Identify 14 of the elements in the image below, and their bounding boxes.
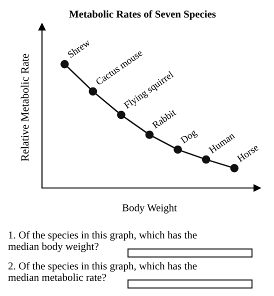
point	[202, 155, 210, 164]
point	[230, 164, 239, 172]
y-axis-title: Relative Metabolic Rate	[20, 54, 29, 162]
point	[117, 110, 126, 120]
point	[88, 87, 98, 96]
text: 2. Of the species in this graph, which has the median metabolic rate?	[8, 262, 197, 282]
point	[60, 60, 69, 68]
x-axis-title: Body Weight	[122, 204, 177, 214]
chart-title: Metabolic Rates of Seven Species	[69, 10, 216, 20]
point	[174, 145, 182, 154]
point	[145, 130, 154, 139]
text: 1. Of the species in this graph, which has the median body weight?	[8, 231, 197, 252]
annotation: Horse	[236, 144, 259, 162]
annotation: Dog	[180, 129, 198, 146]
